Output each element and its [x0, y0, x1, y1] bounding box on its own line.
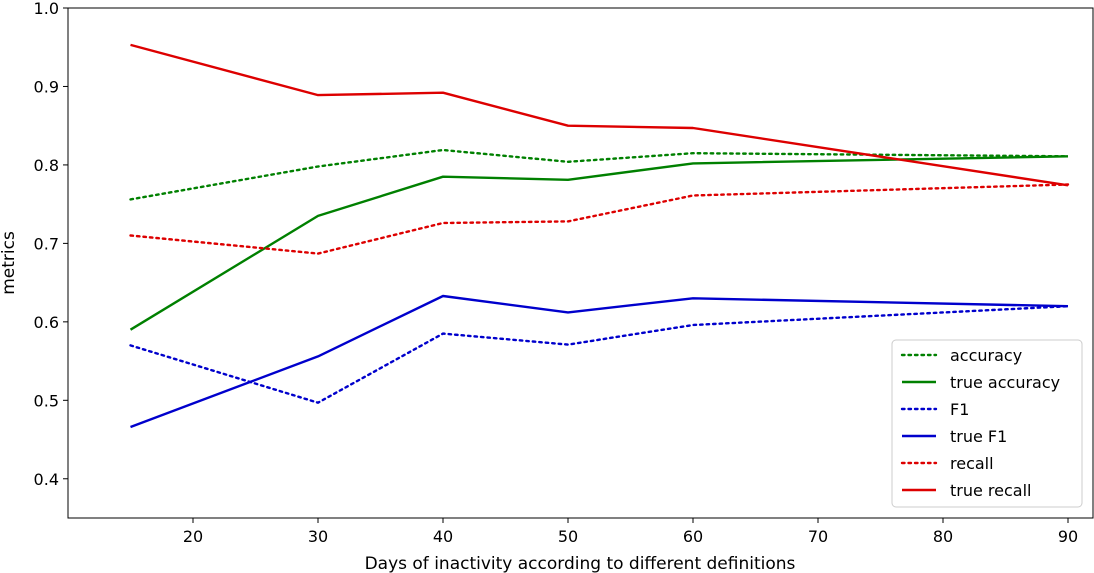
x-tick-label: 50: [558, 527, 578, 546]
legend: accuracy true accuracy F1 true F1 recall true…: [891, 339, 1083, 508]
y-tick-label: 1.0: [34, 0, 59, 18]
x-axis: 20 30 40 50 60 70 80 90: [183, 518, 1078, 546]
x-tick-label: 60: [683, 527, 703, 546]
x-tick-label: 80: [933, 527, 953, 546]
legend-label: true recall: [950, 481, 1031, 500]
plot-frame: [67, 7, 1094, 519]
series-line-true-accuracy: [129, 155, 1069, 331]
y-tick-label: 0.7: [34, 234, 59, 253]
legend-label: true F1: [950, 427, 1007, 446]
y-axis: 0.4 0.5 0.6 0.7 0.8 0.9 1.0: [34, 0, 68, 489]
legend-item: true F1: [902, 427, 1007, 446]
legend-item: recall: [900, 454, 994, 473]
y-tick-label: 0.6: [34, 313, 59, 332]
x-axis-label: Days of inactivity according to differen…: [365, 554, 796, 573]
series-layer: [129, 43, 1070, 429]
legend-item: true recall: [902, 481, 1031, 500]
series-line-accuracy: [129, 148, 1070, 201]
y-tick-label: 0.8: [34, 156, 59, 175]
x-tick-label: 90: [1058, 527, 1078, 546]
legend-label: accuracy: [950, 346, 1022, 365]
y-axis-label: metrics: [0, 231, 19, 295]
series-line-f1: [129, 305, 1070, 404]
legend-label: true accuracy: [950, 373, 1060, 392]
legend-box: [891, 339, 1083, 508]
legend-item: accuracy: [900, 346, 1022, 365]
x-tick-label: 70: [808, 527, 828, 546]
y-tick-label: 0.5: [34, 391, 59, 410]
legend-label: F1: [950, 400, 969, 419]
x-tick-label: 30: [308, 527, 328, 546]
y-tick-label: 0.4: [34, 470, 59, 489]
x-tick-label: 20: [183, 527, 203, 546]
y-tick-label: 0.9: [34, 77, 59, 96]
series-line-recall: [129, 183, 1070, 255]
legend-item: true accuracy: [902, 373, 1060, 392]
series-line-true-recall: [130, 43, 1069, 187]
legend-item: F1: [900, 400, 969, 419]
series-line-true-f1: [130, 294, 1069, 429]
legend-label: recall: [950, 454, 994, 473]
x-tick-label: 40: [433, 527, 453, 546]
